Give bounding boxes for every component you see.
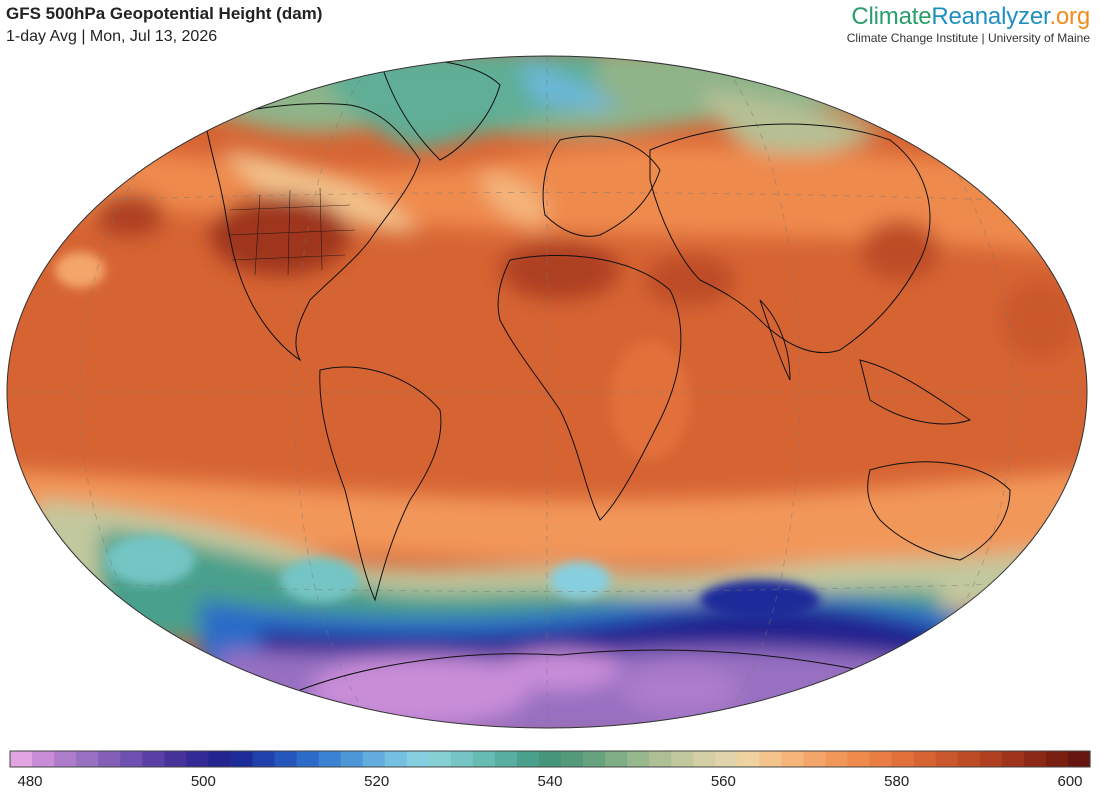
colorbar-swatch <box>649 751 672 767</box>
colorbar-swatch <box>671 751 694 767</box>
colorbar-swatch <box>737 751 760 767</box>
colorbar-swatch <box>252 751 276 767</box>
state-borders <box>227 187 356 276</box>
colorbar-swatch <box>715 751 738 767</box>
colorbar-swatch <box>384 751 408 767</box>
colorbar-swatch <box>32 751 55 767</box>
colorbar-swatch <box>142 751 165 767</box>
map-subtitle: 1-day Avg | Mon, Jul 13, 2026 <box>6 28 218 45</box>
brand-name-part3: .org <box>1049 3 1090 30</box>
colorbar-swatch <box>362 751 386 767</box>
colorbar-swatch <box>957 751 981 767</box>
colorbar-frame <box>9 750 1091 768</box>
colorbar-swatch <box>979 751 1003 767</box>
brand-name: ClimateReanalyzer.org <box>847 2 1090 32</box>
colorbar-swatch <box>406 751 430 767</box>
colorbar-swatch <box>693 751 716 767</box>
field-details <box>55 252 820 620</box>
colorbar-swatch <box>318 751 342 767</box>
colorbar-swatch <box>1023 751 1047 767</box>
brand-name-part2: Reanalyzer <box>931 3 1050 30</box>
colorbar-swatch <box>450 751 474 767</box>
colorbar-swatch <box>627 751 650 767</box>
colorbar-swatch <box>472 751 496 767</box>
colorbar-swatch <box>913 751 937 767</box>
brand-logo[interactable]: ClimateReanalyzer.org Climate Change Ins… <box>847 2 1090 45</box>
colorbar-swatch <box>583 751 606 767</box>
colorbar-swatch <box>561 751 584 767</box>
colorbar-swatch <box>1045 751 1069 767</box>
colorbar-swatch <box>274 751 298 767</box>
colorbar-swatch <box>516 751 540 767</box>
colorbar-tick-label: 600 <box>1057 773 1083 790</box>
colorbar-swatch <box>208 751 232 767</box>
colorbar-cells <box>10 751 1091 767</box>
colorbar-swatch <box>186 751 209 767</box>
colorbar-swatch <box>98 751 121 767</box>
colorbar-swatch <box>759 751 783 767</box>
brand-name-part1: Climate <box>851 3 932 30</box>
colorbar-swatch <box>230 751 254 767</box>
colorbar-swatch <box>605 751 628 767</box>
colorbar-swatch <box>935 751 959 767</box>
colorbar-swatch <box>781 751 805 767</box>
colorbar-swatch <box>10 751 33 767</box>
world-map <box>6 55 1088 729</box>
colorbar-swatch <box>54 751 77 767</box>
colorbar-swatch <box>164 751 187 767</box>
colorbar <box>9 750 1091 768</box>
colorbar-swatch <box>428 751 452 767</box>
colorbar-swatch <box>869 751 893 767</box>
globe-outline <box>6 55 1088 729</box>
colorbar-tick-label: 500 <box>190 773 216 790</box>
colorbar-tick-label: 520 <box>364 773 390 790</box>
colorbar-swatch <box>1067 751 1091 767</box>
colorbar-swatch <box>538 751 562 767</box>
colorbar-swatch <box>891 751 915 767</box>
colorbar-tick-label: 560 <box>710 773 736 790</box>
colorbar-tick-label: 540 <box>537 773 563 790</box>
brand-subtitle: Climate Change Institute | University of… <box>846 31 1090 45</box>
map-title: GFS 500hPa Geopotential Height (dam) <box>6 4 323 23</box>
colorbar-swatch <box>825 751 849 767</box>
colorbar-swatch <box>76 751 99 767</box>
height-field <box>7 56 1087 728</box>
colorbar-swatch <box>340 751 364 767</box>
coastlines <box>204 58 1011 691</box>
colorbar-swatch <box>494 751 518 767</box>
colorbar-swatch <box>120 751 143 767</box>
colorbar-tick-label: 580 <box>884 773 910 790</box>
colorbar-tick-label: 480 <box>17 773 43 790</box>
colorbar-swatch <box>1001 751 1025 767</box>
colorbar-swatch <box>296 751 320 767</box>
colorbar-swatch <box>847 751 871 767</box>
colorbar-swatch <box>803 751 827 767</box>
